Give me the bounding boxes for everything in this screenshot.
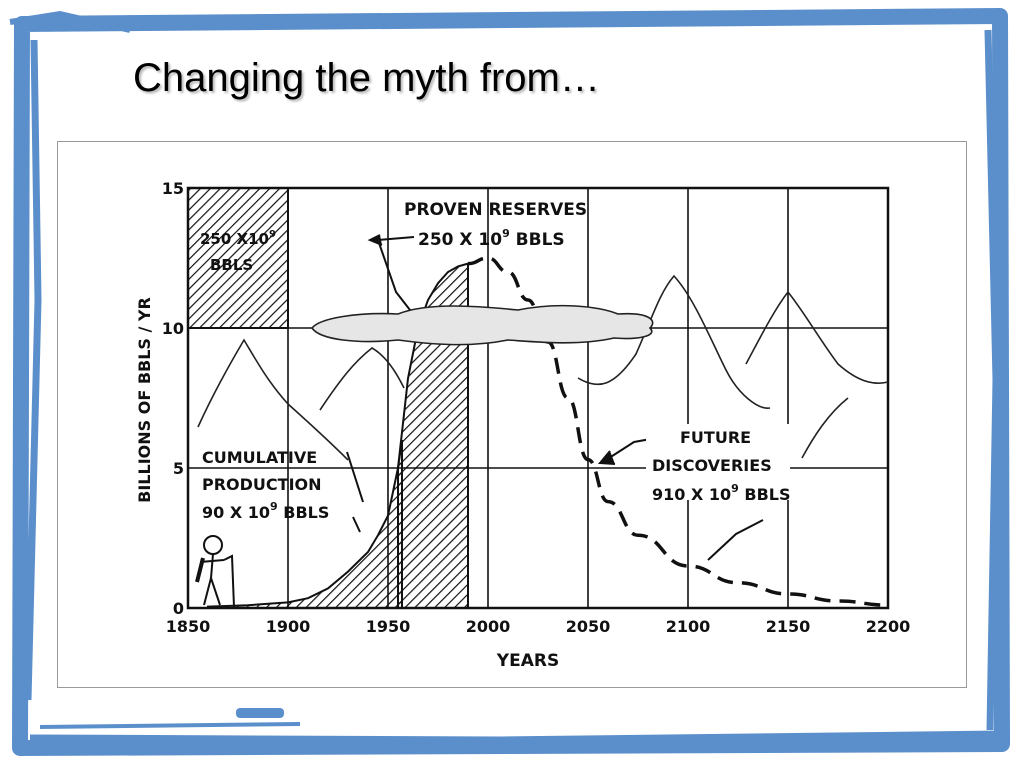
x-tick-label: 2150	[766, 617, 811, 636]
cumulative-label-3: 90 X 109 BBLS	[202, 500, 329, 522]
cumulative-label-1: CUMULATIVE	[202, 448, 317, 467]
x-tick-labels: 1850 1900 1950 2000 2050 2100 2150 2200	[166, 617, 911, 636]
frame-border	[12, 8, 1010, 756]
cumulative-amount-unit: BBLS	[278, 503, 330, 522]
frame-stroke-top	[9, 10, 131, 33]
proven-amount-sup: 9	[502, 227, 510, 240]
frame-stroke-right	[984, 29, 1000, 731]
box-label-top: 250 X109	[200, 229, 276, 248]
pointer-cumulative-2	[352, 516, 361, 533]
plot-area	[186, 186, 890, 610]
slide-title: Changing the myth from…	[133, 56, 600, 100]
frame-stroke-bottom	[29, 730, 1001, 744]
frame-stroke-bottom-inner	[39, 722, 301, 729]
frame-blotch-bottom	[236, 708, 284, 718]
proven-reserves-label: PROVEN RESERVES	[404, 200, 587, 220]
y-tick-label: 5	[173, 459, 184, 478]
y-tick-label: 15	[162, 179, 184, 198]
cumulative-amount-value: 90 X 10	[202, 503, 270, 522]
arrowhead-future	[597, 450, 616, 465]
future-production-curve	[467, 256, 889, 607]
future-amount-unit: BBLS	[739, 485, 791, 504]
x-tick-label: 2100	[666, 617, 711, 636]
future-label-3: 910 X 109 BBLS	[652, 482, 790, 504]
cumulative-label-2: PRODUCTION	[202, 475, 322, 494]
x-tick-label: 2050	[566, 617, 611, 636]
y-tick-label: 10	[162, 319, 184, 338]
hiker-pack	[195, 557, 205, 583]
y-axis-label: BILLIONS OF BBLS / YR	[135, 297, 154, 503]
hiker-head	[203, 535, 223, 555]
y-tick-label: 0	[173, 599, 184, 618]
y-tick-labels: 0 5 10 15	[162, 179, 184, 618]
proven-reserves-amount: 250 X 109 BBLS	[418, 227, 565, 250]
box-label-sup: 9	[269, 229, 276, 240]
future-amount-value: 910 X 10	[652, 485, 731, 504]
hiker-body	[199, 553, 235, 608]
grid-lines	[187, 187, 889, 609]
x-tick-label: 1850	[166, 617, 211, 636]
arrowhead-proven	[367, 234, 383, 246]
x-tick-label: 1900	[266, 617, 311, 636]
x-tick-label: 2200	[866, 617, 911, 636]
pointer-cumulative	[346, 451, 364, 503]
chart-figure: 1850 1900 1950 2000 2050 2100 2150 2200 0 5 10 15 …	[57, 141, 967, 688]
frame-stroke-left	[24, 39, 42, 701]
proven-amount-value: 250 X 10	[418, 230, 502, 250]
box-label-value: 250 X10	[200, 230, 269, 248]
ridge-outline-right	[577, 274, 889, 459]
future-label-2: DISCOVERIES	[652, 456, 772, 475]
x-tick-label: 2000	[466, 617, 511, 636]
hatched-reserve-box	[187, 187, 289, 329]
box-label-bottom: BBLS	[210, 256, 253, 274]
future-label-backdrop	[646, 424, 790, 500]
x-axis-label: YEARS	[496, 651, 559, 671]
ridge-outline-left	[197, 338, 405, 461]
pointer-future-2	[707, 519, 764, 561]
x-tick-label: 1950	[366, 617, 411, 636]
cloud-shape	[311, 304, 654, 346]
future-label-1: FUTURE	[680, 428, 751, 447]
pointer-proven	[376, 236, 415, 311]
future-amount-sup: 9	[731, 482, 739, 495]
oil-production-chart: 1850 1900 1950 2000 2050 2100 2150 2200 051015 …	[135, 179, 911, 671]
cumulative-amount-sup: 9	[270, 500, 278, 513]
hiker-figure	[195, 535, 235, 608]
annotation-pointers	[346, 234, 764, 561]
proven-reserves-area	[397, 262, 469, 609]
proven-amount-unit: BBLS	[510, 230, 565, 250]
